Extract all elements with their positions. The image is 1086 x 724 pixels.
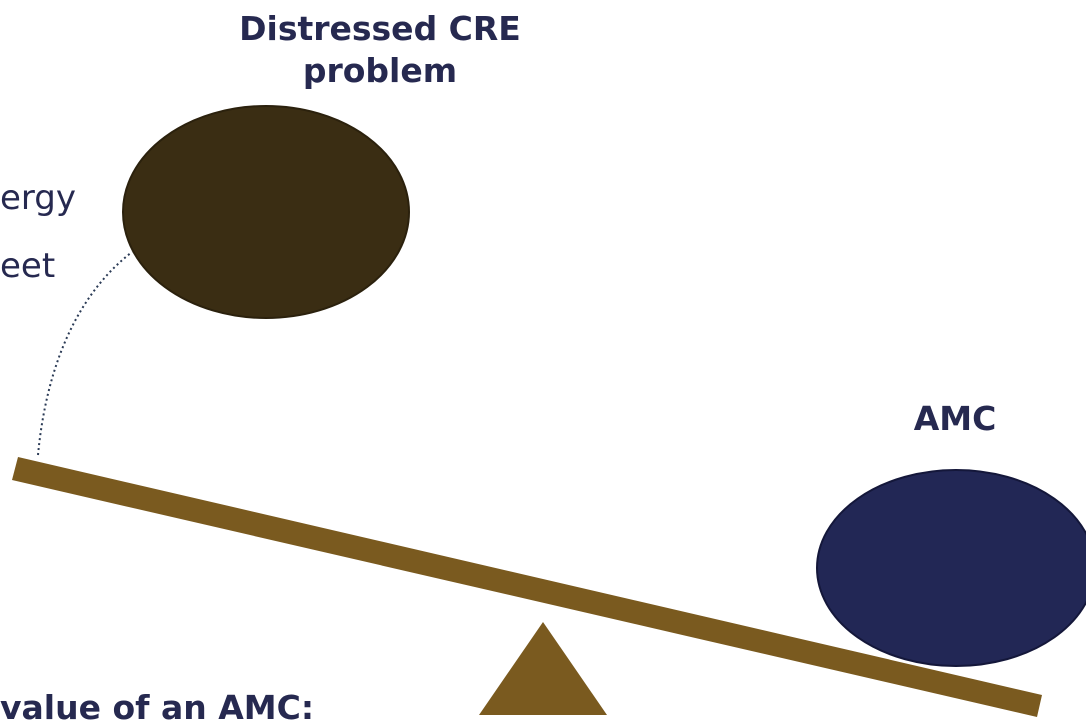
- fulcrum-triangle: [479, 622, 607, 715]
- amc-label: AMC: [913, 399, 997, 438]
- problem-weight: [122, 105, 410, 319]
- bottom-heading-fragment: value of an AMC:: [0, 688, 315, 724]
- seesaw-beam: [12, 457, 1042, 717]
- amc-weight: [816, 469, 1086, 667]
- problem-label: Distressed CRE problem: [200, 8, 560, 92]
- text-fragment-2: eet: [0, 246, 56, 286]
- problem-label-text: Distressed CRE problem: [239, 9, 521, 91]
- text-fragment-1: ergy: [0, 178, 77, 218]
- dotted-connector: [37, 251, 133, 456]
